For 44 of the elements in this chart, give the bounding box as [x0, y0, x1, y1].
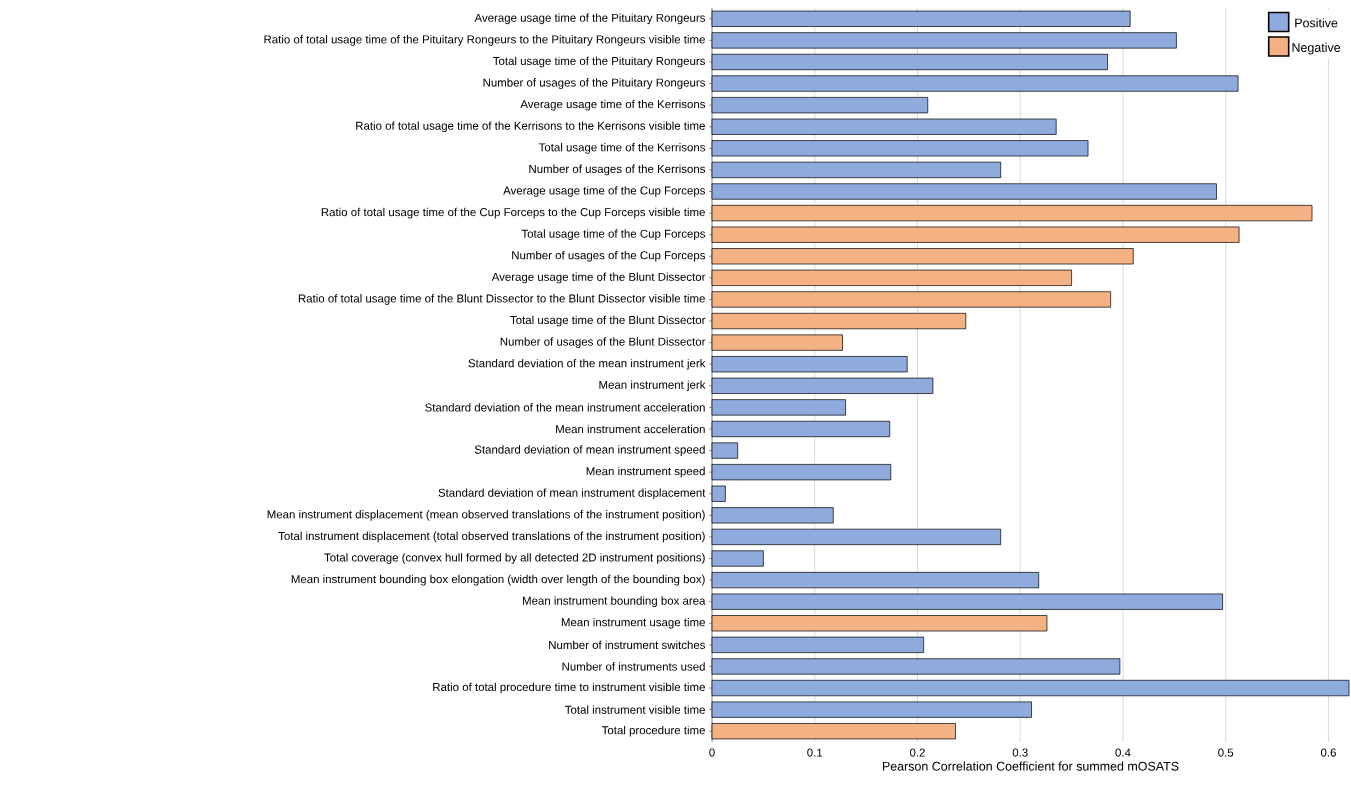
y-tick-label: Number of instruments used	[562, 662, 705, 671]
y-tick-label: Number of usages of the Cup Forceps	[512, 250, 706, 262]
x-tick-label: 0.6	[1320, 748, 1336, 757]
y-tick-label: Total usage time of the Blunt Dissector	[510, 315, 706, 327]
y-tick-label: Number of usages of the Kerrisons	[529, 164, 706, 176]
y-tick-label: Ratio of total usage time of the Pituitary Rongeurs to the Pituitary Rongeurs visible time	[264, 35, 705, 46]
y-tick-label: Average usage time of the Blunt Dissector	[491, 272, 706, 284]
y-tick-label: Total coverage (convex hull formed by all detected 2D instrument positions)	[324, 553, 705, 564]
legend-label: Positive	[1295, 18, 1338, 28]
y-tick-label: Mean instrument acceleration	[556, 424, 705, 434]
y-tick-label: Mean instrument usage time	[561, 617, 705, 629]
y-tick-label: Ratio of total usage time of the Blunt Dissector to the Blunt Dissector visible time	[298, 294, 705, 305]
y-tick-label: Standard deviation of the mean instrument acceleration	[425, 403, 705, 412]
y-tick-label: Total instrument visible time	[565, 705, 705, 714]
y-tick-label: Ratio of total usage time of the Kerrisons to the Kerrisons visible time	[356, 121, 705, 133]
y-tick-label: Standard deviation of mean instrument displacement	[438, 488, 706, 500]
y-tick-label: Mean instrument speed	[586, 466, 705, 478]
x-tick-label: 0	[709, 748, 715, 757]
y-tick-label: Mean instrument bounding box elongation (width over length of the bounding box)	[291, 574, 705, 586]
y-tick-label: Total procedure time	[601, 725, 705, 737]
y-tick-label: Average usage time of the Kerrisons	[520, 99, 706, 111]
y-tick-label: Average usage time of the Pituitary Rongeurs	[474, 13, 706, 25]
x-tick-label: 0.5	[1218, 748, 1234, 757]
y-tick-label: Number of usages of the Blunt Dissector	[500, 337, 706, 348]
legend-label: Negative	[1292, 42, 1341, 55]
x-tick-label: 0.1	[807, 748, 823, 757]
y-tick-label: Total usage time of the Kerrisons	[538, 142, 706, 154]
y-tick-label: Mean instrument bounding box area	[522, 596, 706, 608]
y-tick-label: Standard deviation of mean instrument speed	[474, 445, 705, 456]
y-tick-label: Total usage time of the Pituitary Rongeurs	[493, 56, 706, 68]
x-tick-label: 0.2	[909, 748, 925, 757]
y-tick-label: Mean instrument jerk	[599, 380, 706, 392]
y-tick-label: Ratio of total usage time of the Cup Forceps to the Cup Forceps visible time	[321, 207, 705, 219]
x-tick-label: 0.3	[1012, 748, 1028, 757]
y-tick-label: Mean instrument displacement (mean observed translations of the instrument position)	[267, 510, 705, 521]
x-tick-label: 0.4	[1115, 748, 1131, 757]
y-tick-label: Number of usages of the Pituitary Rongeurs	[483, 78, 706, 89]
y-tick-label: Total usage time of the Cup Forceps	[521, 229, 706, 241]
y-tick-label: Number of instrument switches	[549, 640, 706, 650]
x-axis-title: Pearson Correlation Coefficient for summed mOSATS	[882, 761, 1179, 771]
y-tick-label: Average usage time of the Cup Forceps	[503, 186, 706, 197]
y-tick-label: Ratio of total procedure time to instrument visible time	[433, 682, 705, 694]
y-tick-label: Standard deviation of the mean instrument jerk	[468, 358, 706, 370]
y-tick-label: Total instrument displacement (total observed translations of the instrument position)	[278, 531, 705, 543]
